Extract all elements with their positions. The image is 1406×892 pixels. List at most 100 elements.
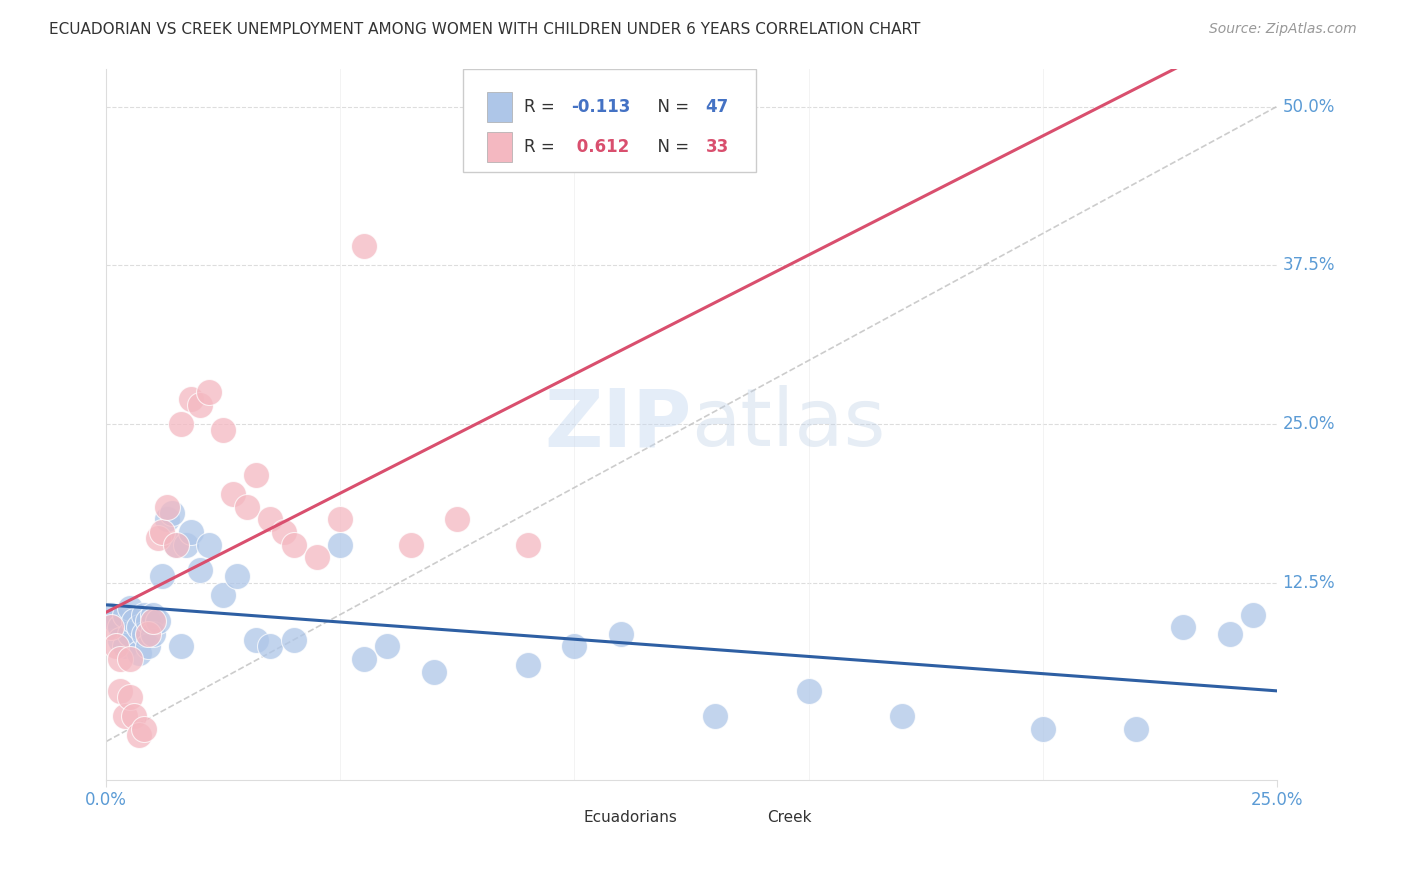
Point: [259, 512, 281, 526]
Point: [124, 614, 146, 628]
Point: [138, 640, 160, 654]
Text: 0.612: 0.612: [571, 137, 628, 156]
FancyBboxPatch shape: [463, 69, 756, 171]
Text: 12.5%: 12.5%: [1282, 574, 1336, 591]
Point: [329, 512, 352, 526]
Point: [564, 640, 586, 654]
FancyBboxPatch shape: [546, 807, 578, 827]
Point: [142, 626, 165, 640]
Point: [114, 607, 136, 622]
Text: 37.5%: 37.5%: [1282, 256, 1336, 275]
Point: [212, 589, 235, 603]
Point: [166, 538, 188, 552]
Point: [179, 392, 201, 406]
Point: [104, 614, 127, 628]
Point: [166, 538, 188, 552]
Point: [156, 512, 179, 526]
Point: [235, 500, 257, 514]
Text: 50.0%: 50.0%: [1282, 97, 1334, 116]
Text: 25.0%: 25.0%: [1282, 415, 1336, 433]
Text: 47: 47: [706, 98, 728, 116]
Point: [221, 487, 243, 501]
Text: R =: R =: [524, 137, 560, 156]
Point: [152, 569, 174, 583]
Text: R =: R =: [524, 98, 560, 116]
Point: [188, 398, 211, 412]
Point: [138, 614, 160, 628]
Point: [110, 683, 132, 698]
Point: [1125, 722, 1147, 736]
Text: ECUADORIAN VS CREEK UNEMPLOYMENT AMONG WOMEN WITH CHILDREN UNDER 6 YEARS CORRELA: ECUADORIAN VS CREEK UNEMPLOYMENT AMONG W…: [49, 22, 921, 37]
Point: [132, 607, 155, 622]
Point: [114, 640, 136, 654]
Point: [1171, 620, 1194, 634]
Point: [128, 620, 150, 634]
Point: [110, 632, 132, 647]
Point: [353, 239, 375, 253]
Point: [610, 626, 633, 640]
Point: [118, 652, 141, 666]
Point: [399, 538, 422, 552]
FancyBboxPatch shape: [486, 92, 512, 121]
Point: [329, 538, 352, 552]
Text: Source: ZipAtlas.com: Source: ZipAtlas.com: [1209, 22, 1357, 37]
Point: [118, 690, 141, 704]
Point: [128, 646, 150, 660]
Point: [1032, 722, 1054, 736]
Point: [516, 538, 538, 552]
Point: [188, 563, 211, 577]
Point: [226, 569, 249, 583]
Point: [446, 512, 468, 526]
Point: [703, 709, 725, 723]
Point: [146, 614, 169, 628]
Text: ZIP: ZIP: [544, 385, 692, 463]
Point: [100, 607, 122, 622]
Point: [212, 424, 235, 438]
Point: [104, 640, 127, 654]
Point: [423, 665, 446, 679]
Point: [891, 709, 914, 723]
Point: [259, 640, 281, 654]
Point: [138, 626, 160, 640]
Point: [128, 728, 150, 742]
Point: [353, 652, 375, 666]
Point: [283, 538, 305, 552]
Text: -0.113: -0.113: [571, 98, 630, 116]
FancyBboxPatch shape: [727, 807, 759, 827]
Point: [797, 683, 820, 698]
Point: [124, 709, 146, 723]
Point: [170, 417, 193, 431]
Point: [305, 550, 328, 565]
Point: [146, 532, 169, 546]
Point: [273, 524, 295, 539]
Point: [100, 620, 122, 634]
Point: [198, 538, 221, 552]
Text: Creek: Creek: [768, 810, 813, 825]
Point: [174, 538, 197, 552]
Point: [110, 620, 132, 634]
Text: atlas: atlas: [692, 385, 886, 463]
Text: N =: N =: [647, 98, 695, 116]
Point: [179, 524, 201, 539]
Text: 33: 33: [706, 137, 728, 156]
Point: [170, 640, 193, 654]
Point: [156, 500, 179, 514]
Point: [516, 658, 538, 673]
Point: [198, 385, 221, 400]
Point: [142, 614, 165, 628]
Text: Ecuadorians: Ecuadorians: [583, 810, 678, 825]
Point: [142, 607, 165, 622]
Point: [1241, 607, 1264, 622]
Point: [160, 506, 183, 520]
Point: [283, 632, 305, 647]
Point: [118, 626, 141, 640]
Point: [132, 626, 155, 640]
Point: [245, 632, 267, 647]
Point: [118, 601, 141, 615]
Point: [114, 709, 136, 723]
Point: [132, 722, 155, 736]
Text: N =: N =: [647, 137, 695, 156]
Point: [245, 467, 267, 482]
Point: [375, 640, 398, 654]
Point: [1219, 626, 1241, 640]
